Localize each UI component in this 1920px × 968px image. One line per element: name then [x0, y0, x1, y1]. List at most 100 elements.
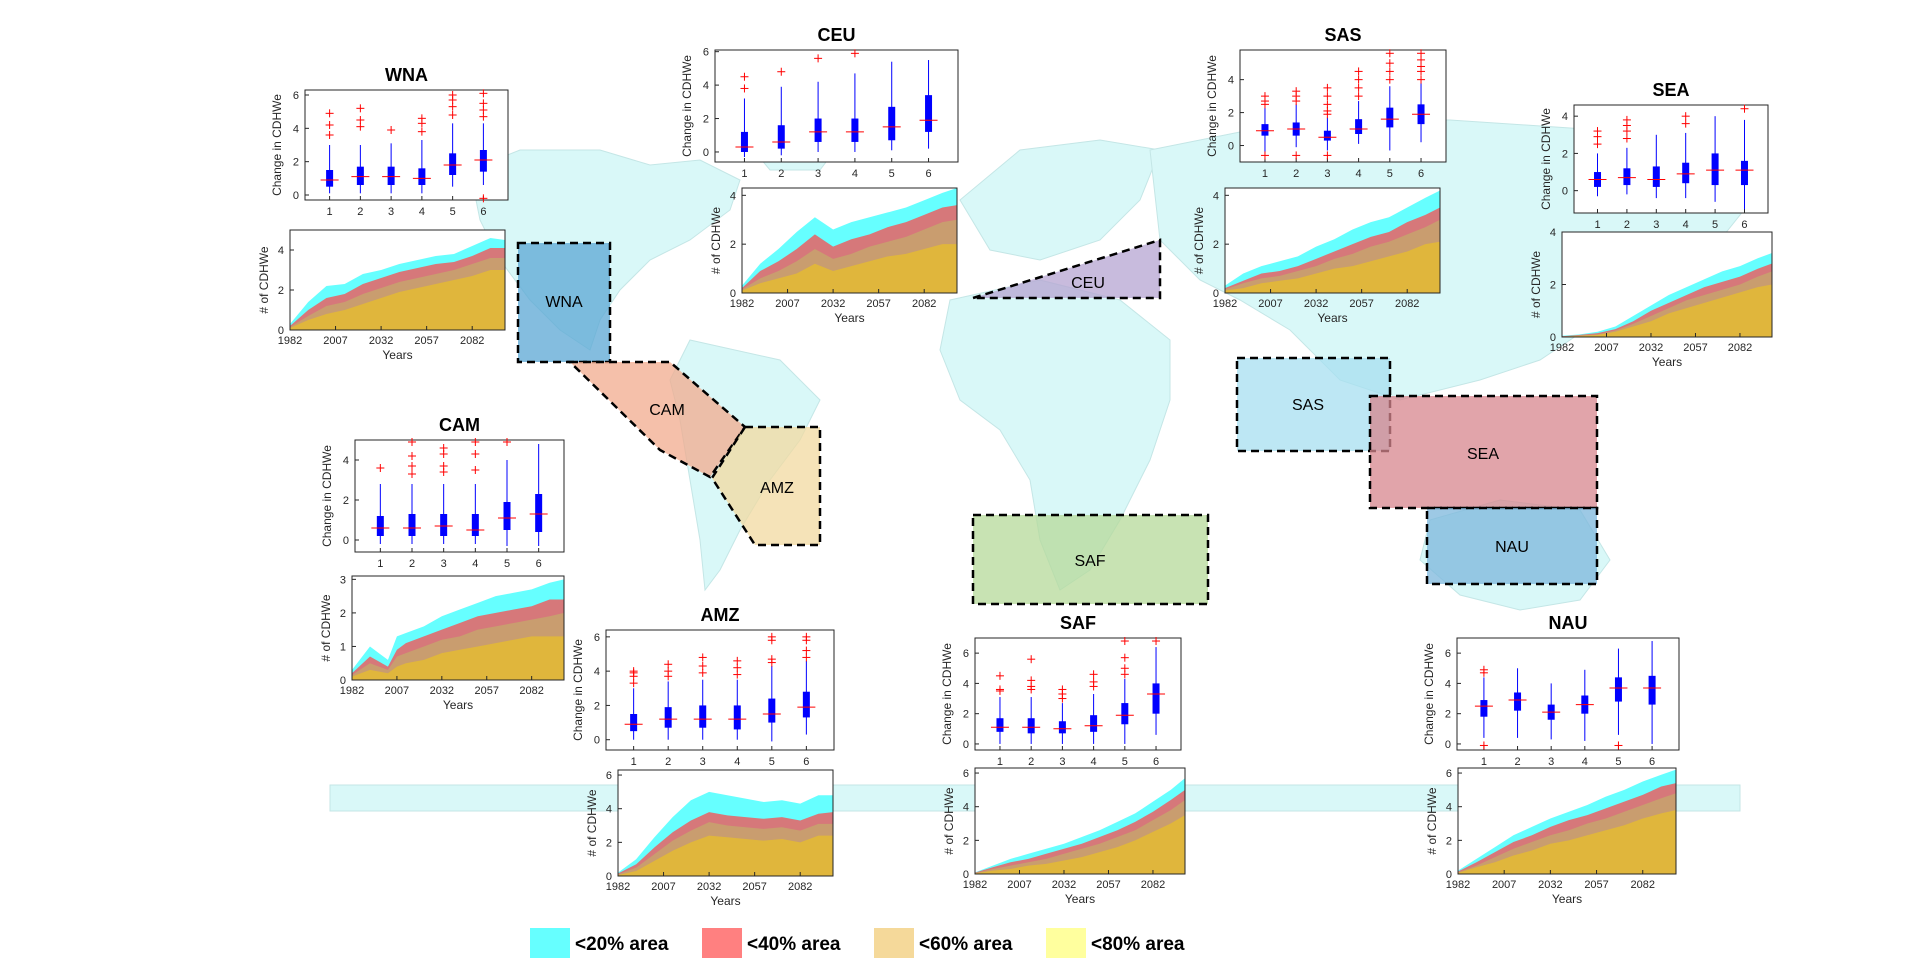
box-4: [1349, 67, 1368, 144]
outlier-point: [408, 438, 416, 446]
ytick-label: 0: [340, 675, 346, 687]
ytick-label: 2: [703, 114, 709, 126]
outlier-point: [1354, 75, 1363, 84]
outlier-point: [1385, 75, 1394, 84]
ytick-label: 2: [963, 709, 969, 721]
ytick-label: 0: [963, 739, 969, 751]
ytick-label: 6: [703, 47, 709, 59]
box-1: [1588, 127, 1607, 197]
xtick-label: 5: [504, 558, 510, 570]
box-iqr: [440, 514, 448, 536]
xtick-label: 2032: [821, 298, 845, 310]
outlier-point: [1058, 685, 1067, 694]
box-iqr: [1623, 168, 1631, 186]
ytick-label: 4: [1228, 75, 1234, 87]
xtick-label: 4: [734, 756, 740, 768]
xtick-label: 1: [1262, 168, 1268, 180]
box-4: [728, 656, 747, 740]
areaplot-sas: 0 2 4 1982 2007 2032 2057 2082 Years # of CDHWe: [1192, 187, 1441, 325]
xtick-label: 6: [1741, 219, 1747, 231]
box-2: [1287, 87, 1306, 160]
outlier-point: [439, 444, 448, 452]
ytick-label: 6: [963, 648, 969, 660]
xtick-label: 4: [419, 206, 425, 218]
box-iqr: [471, 514, 479, 536]
box-4: [1575, 669, 1594, 741]
areaplot-sea: 0 2 4 1982 2007 2032 2057 2082 Years # of CDHWe: [1529, 227, 1773, 369]
outlier-point: [629, 667, 638, 676]
boxplot-wna: WNA 0 2 4 6 1 2 3 4 5 6 Change in CDHWe: [270, 65, 509, 218]
box-iqr: [1514, 692, 1522, 711]
outlier-point: [698, 662, 707, 670]
region-overlays: WNA CAM AMZ CEU SAS SEA NAU SAF: [516, 238, 1599, 606]
region-label-ceu: CEU: [1071, 275, 1105, 292]
ytick-label: 4: [730, 190, 736, 202]
outlier-point: [408, 462, 416, 470]
outlier-point: [1417, 75, 1426, 84]
xtick-label: 6: [1153, 756, 1159, 768]
outlier-point: [995, 671, 1004, 680]
ytick-label: 2: [340, 608, 346, 620]
ylabel: # of CDHWe: [942, 787, 956, 854]
box-iqr: [814, 118, 822, 142]
ytick-label: 2: [1550, 280, 1556, 292]
outlier-point: [733, 670, 742, 679]
ytick-label: 4: [594, 666, 600, 678]
area-band-3: [742, 244, 957, 293]
outlier-point: [1354, 83, 1363, 92]
ytick-label: 6: [1446, 768, 1452, 780]
box-iqr: [664, 707, 672, 728]
outlier-point: [777, 67, 786, 76]
ylabel: # of CDHWe: [319, 594, 333, 661]
xtick-label: 1982: [1550, 342, 1574, 354]
box-5: [762, 632, 781, 742]
ytick-label: 2: [594, 700, 600, 712]
xtick-label: 2057: [742, 881, 766, 893]
box-iqr: [1480, 700, 1488, 717]
boxplot-axes: [354, 439, 565, 553]
ytick-label: 0: [343, 535, 349, 547]
ylabel: # of CDHWe: [1425, 787, 1439, 854]
xtick-label: 2057: [1349, 298, 1373, 310]
outlier-point: [479, 99, 488, 108]
xlabel: Years: [1552, 892, 1582, 906]
outlier-point: [1120, 637, 1129, 646]
box-2: [1617, 115, 1636, 195]
outlier-point: [767, 655, 776, 664]
box-6: [529, 444, 548, 546]
box-iqr: [1152, 683, 1160, 714]
xtick-label: 5: [1615, 756, 1621, 768]
box-iqr: [1261, 124, 1269, 136]
xtick-label: 6: [480, 206, 486, 218]
outlier-point: [1323, 83, 1332, 92]
box-3: [1647, 134, 1666, 199]
xtick-label: 2: [778, 168, 784, 180]
box-3: [1053, 685, 1072, 744]
outlier-point: [439, 462, 448, 470]
xtick-label: 2082: [1631, 879, 1655, 891]
area-band-3: [975, 815, 1185, 874]
outlier-point: [408, 452, 416, 460]
xtick-label: 1982: [730, 298, 754, 310]
ytick-label: 2: [278, 285, 284, 297]
xtick-label: 4: [1091, 756, 1097, 768]
outlier-point: [417, 127, 426, 136]
box-3: [809, 54, 828, 152]
outlier-point: [1593, 127, 1602, 136]
box-4: [466, 438, 485, 544]
xtick-label: 2032: [1639, 342, 1663, 354]
outlier-point: [325, 131, 334, 139]
legend-swatch-20: [530, 928, 570, 958]
legend-swatch-40: [702, 928, 742, 958]
xtick-label: 2032: [697, 881, 721, 893]
outlier-point: [1479, 665, 1488, 674]
xtick-label: 2007: [775, 298, 799, 310]
areaplot-wna: 0 2 4 1982 2007 2032 2057 2082 Years # of CDHWe: [257, 229, 506, 362]
box-3: [693, 653, 712, 740]
box-1: [1474, 665, 1493, 750]
outlier-point: [1323, 100, 1332, 109]
outlier-point: [1152, 637, 1161, 646]
box-iqr: [418, 168, 426, 185]
